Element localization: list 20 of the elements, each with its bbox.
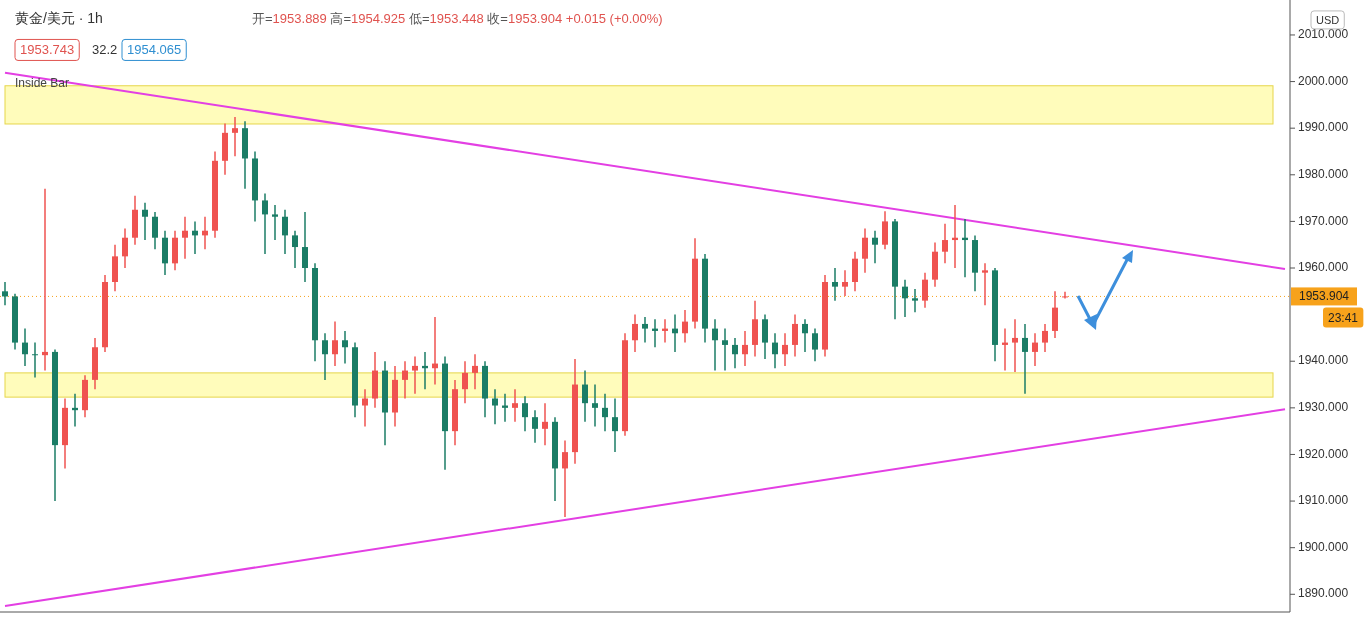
y-tick-label: 1960.000 — [1298, 260, 1349, 275]
annotation: 1953.743 — [20, 42, 75, 58]
text: 黄金/美元 · 1h — [15, 10, 103, 26]
text: 23:41 — [1328, 310, 1359, 325]
y-tick-label: 1990.000 — [1298, 120, 1349, 135]
annotation: 32.2 — [92, 42, 118, 58]
y-tick-label: 1900.000 — [1298, 539, 1349, 554]
y-tick-label: 1890.000 — [1298, 586, 1349, 601]
y-tick-label: 1970.000 — [1298, 213, 1349, 228]
y-tick-label: 1940.000 — [1298, 353, 1349, 368]
y-tick-label: 2000.000 — [1298, 73, 1349, 88]
y-tick-label: 1980.000 — [1298, 166, 1349, 181]
text: USD — [1316, 13, 1340, 26]
ref-line-label: 1953.904 — [1298, 288, 1350, 303]
y-tick-label: 1920.000 — [1298, 446, 1349, 461]
text: 开=1953.889 高=1954.925 低=1953.448 收=1953.904 +0.015 (+0.00%) — [252, 11, 663, 26]
y-tick-label: 1930.000 — [1298, 400, 1349, 415]
y-tick-label: 2010.000 — [1298, 27, 1349, 42]
y-tick-label: 1910.000 — [1298, 493, 1349, 508]
annotation: 1954.065 — [127, 42, 182, 58]
